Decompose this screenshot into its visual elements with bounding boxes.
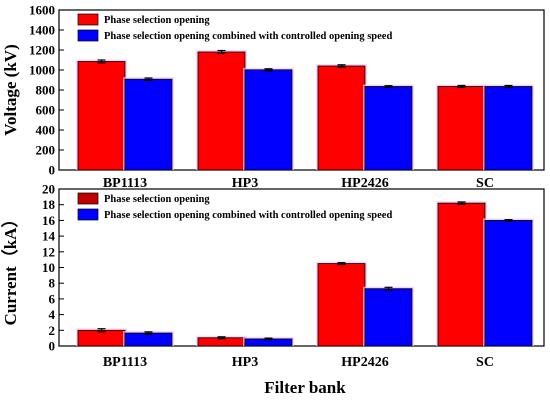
voltage-y-tick-label: 600 <box>36 103 56 118</box>
voltage-error-bar <box>384 85 393 88</box>
current-y-tick-label: 8 <box>49 276 56 291</box>
current-legend-label-1: Phase selection opening combined with co… <box>104 210 392 221</box>
voltage-y-tick-label: 1000 <box>29 63 55 78</box>
current-legend: Phase selection opening Phase selection … <box>77 192 392 221</box>
voltage-category-label: HP2426 <box>341 176 388 191</box>
current-x-axis-title: Filter bank <box>264 378 346 397</box>
voltage-legend-swatch-0 <box>77 13 99 26</box>
voltage-bar <box>244 69 293 171</box>
voltage-y-tick-label: 800 <box>36 83 56 98</box>
voltage-bar <box>77 61 126 171</box>
current-bar <box>437 202 486 347</box>
voltage-category-label: HP3 <box>232 176 258 191</box>
voltage-legend-label-1: Phase selection opening combined with co… <box>104 31 392 42</box>
voltage-bar <box>364 86 413 171</box>
voltage-bar <box>197 51 246 171</box>
current-category-label: HP3 <box>232 355 258 370</box>
current-error-bar <box>144 331 153 335</box>
current-category-label: BP1113 <box>103 355 147 370</box>
current-error-bar <box>457 201 466 205</box>
voltage-error-bar <box>264 68 273 72</box>
voltage-error-bar <box>337 64 346 68</box>
voltage-error-bar <box>504 84 513 89</box>
voltage-error-bar <box>97 59 106 64</box>
current-bar <box>124 332 173 347</box>
current-y-tick-label: 6 <box>49 291 56 306</box>
voltage-bar <box>484 86 533 171</box>
current-error-bar <box>217 336 226 340</box>
current-bar <box>484 219 533 347</box>
current-y-tick-label: 16 <box>42 213 56 228</box>
current-legend-swatch-0 <box>77 192 99 205</box>
voltage-y-axis-title: Voltage (kV) <box>1 44 20 135</box>
current-error-bar <box>337 262 346 266</box>
current-y-axis-title: Current（kA） <box>0 211 20 326</box>
voltage-error-bar <box>144 77 153 82</box>
voltage-y-tick-label: 1200 <box>29 43 55 58</box>
current-y-tick-label: 0 <box>49 339 56 354</box>
current-y-tick-label: 4 <box>49 307 56 322</box>
voltage-y-tick-label: 200 <box>36 143 56 158</box>
voltage-category-label: BP1113 <box>103 176 147 191</box>
voltage-y-tick-label: 400 <box>36 123 56 138</box>
voltage-error-bar <box>457 84 466 89</box>
voltage-y-tick-label: 0 <box>49 163 56 178</box>
current-y-tick-label: 2 <box>49 323 56 338</box>
current-category-label: HP2426 <box>341 355 388 370</box>
voltage-error-bar <box>217 49 226 55</box>
voltage-legend-swatch-1 <box>77 29 99 42</box>
voltage-legend: Phase selection opening Phase selection … <box>77 13 392 42</box>
current-category-label: SC <box>476 355 494 370</box>
current-error-bar <box>504 219 513 222</box>
current-error-bar <box>97 328 106 333</box>
voltage-bar <box>317 65 366 171</box>
current-legend-label-0: Phase selection opening <box>104 194 210 205</box>
voltage-bar <box>124 78 173 171</box>
voltage-y-tick-label: 1400 <box>29 23 55 38</box>
current-y-tick-label: 14 <box>42 229 56 244</box>
current-error-bar <box>384 286 393 291</box>
current-y-tick-label: 10 <box>42 260 55 275</box>
voltage-category-label: SC <box>476 176 494 191</box>
current-y-tick-label: 18 <box>42 197 56 212</box>
current-legend-swatch-1 <box>77 208 99 221</box>
voltage-legend-label-0: Phase selection opening <box>104 15 210 26</box>
voltage-y-tick-label: 1600 <box>29 3 55 18</box>
current-y-tick-label: 20 <box>42 182 55 197</box>
current-y-tick-label: 12 <box>42 244 55 259</box>
voltage-bar <box>437 86 486 171</box>
current-error-bar <box>264 337 273 341</box>
current-bar <box>317 263 366 347</box>
current-bar <box>77 329 126 347</box>
voltage-chart: 0 200 400 600 800 1000 1200 1400 1600 BP1113 HP3 H… <box>1 3 545 191</box>
current-bar <box>364 288 413 347</box>
